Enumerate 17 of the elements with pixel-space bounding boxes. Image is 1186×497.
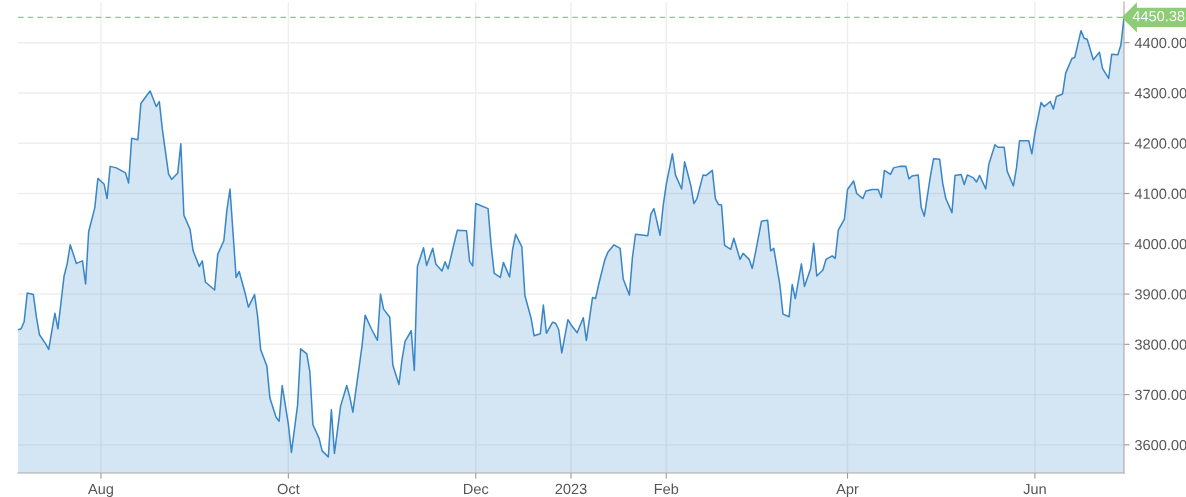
x-tick-label: Dec	[463, 483, 489, 495]
x-tick-label: Jun	[1023, 483, 1046, 495]
y-tick-label: 4300.00	[1134, 88, 1186, 99]
y-tick-label: 3900.00	[1134, 289, 1186, 300]
x-tick-label: Oct	[277, 483, 300, 495]
x-tick-label: Feb	[654, 483, 679, 495]
y-tick-label: 3800.00	[1134, 339, 1186, 350]
y-tick-label: 4000.00	[1134, 238, 1186, 250]
x-tick-label: Apr	[836, 483, 859, 497]
x-tick-label: 2023	[555, 483, 587, 495]
y-tick-label: 4100.00	[1134, 188, 1186, 199]
y-tick-label: 4400.00	[1134, 37, 1186, 49]
x-tick-label: Aug	[88, 483, 113, 497]
y-tick-label: 4200.00	[1134, 138, 1186, 149]
y-tick-label: 3600.00	[1134, 439, 1186, 451]
y-tick-label: 3700.00	[1134, 389, 1186, 401]
ref-line-label: 4450.38	[1132, 10, 1185, 22]
